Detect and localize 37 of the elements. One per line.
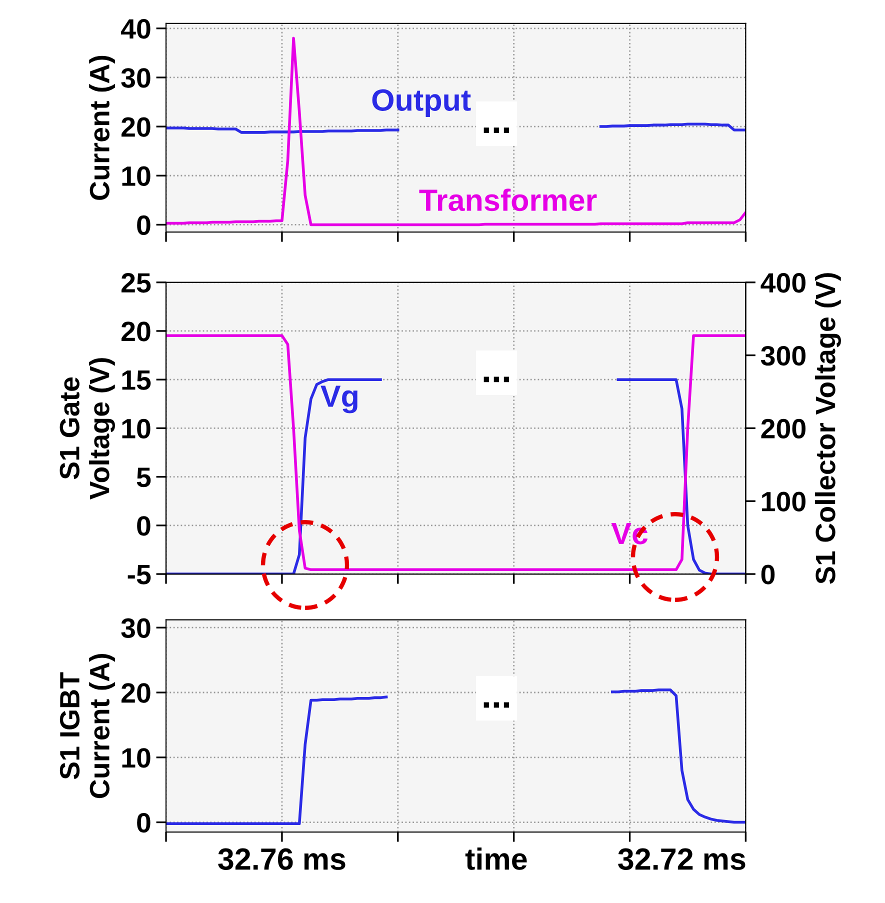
y2-tick-label: 400 — [760, 273, 806, 293]
annotation: ... — [484, 376, 510, 382]
text: 32.76 ms — [218, 848, 346, 870]
y-tick-label: 25 — [122, 273, 151, 293]
y2-tick-label: 100 — [762, 492, 806, 512]
series-label: Output — [372, 89, 471, 117]
y-axis-title: S1 Gate Voltage (V) — [60, 358, 115, 500]
y-tick-label: 5 — [136, 468, 151, 488]
y-tick-label: -5 — [128, 564, 151, 584]
y-axis-title: S1 IGBT Current (A) — [60, 654, 115, 798]
y-tick-label: 30 — [121, 618, 150, 638]
y-tick-label: 20 — [122, 117, 150, 137]
y-tick-label: 10 — [122, 748, 150, 768]
y-tick-label: 20 — [122, 322, 150, 342]
y-tick-label: 15 — [122, 370, 151, 390]
y2-tick-label: 300 — [760, 346, 806, 366]
line-series — [166, 334, 746, 572]
y-tick-label: 10 — [122, 418, 150, 439]
series-label: Vg — [320, 386, 358, 414]
series-label: Vc — [611, 523, 648, 544]
y-tick-label: 0 — [137, 215, 150, 236]
y-tick-label: 30 — [121, 68, 150, 88]
y-tick-label: 0 — [137, 516, 150, 536]
series-label: Transformer — [419, 188, 597, 212]
y-axis-title: Current (A) — [89, 56, 115, 200]
y2-axis-title: S1 Collector Voltage (V) — [814, 273, 841, 584]
annotation: ... — [484, 702, 510, 708]
y-tick-label: 10 — [122, 166, 150, 186]
y2-tick-label: 200 — [761, 418, 806, 439]
y-tick-label: 20 — [122, 683, 150, 703]
y-tick-label: 0 — [137, 812, 150, 833]
y2-tick-label: 0 — [761, 564, 775, 584]
text: 32.72 ms — [618, 848, 746, 870]
x-axis-title: time — [465, 847, 527, 870]
y-tick-label: 40 — [120, 19, 150, 39]
line-series — [166, 36, 746, 226]
annotation: ... — [484, 128, 510, 133]
